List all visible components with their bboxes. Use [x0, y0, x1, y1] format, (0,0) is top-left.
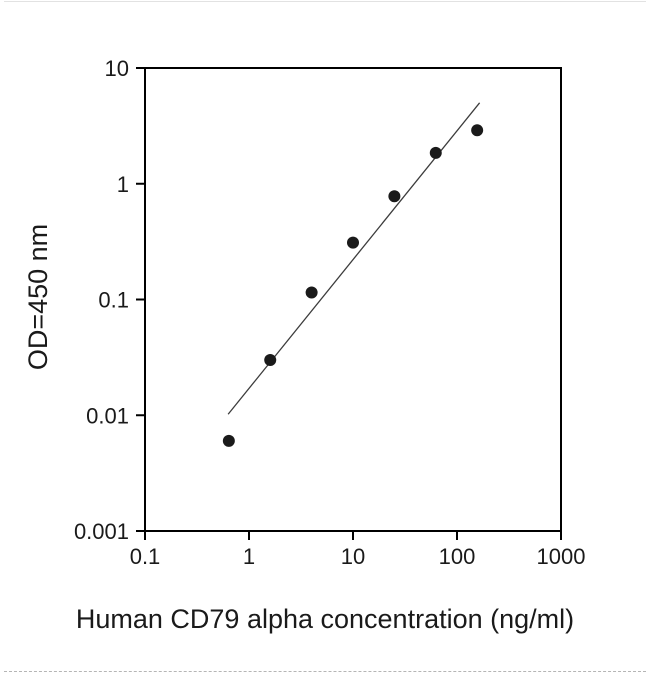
data-point [264, 354, 277, 367]
x-tick-label: 100 [439, 544, 476, 569]
fit-line [227, 102, 481, 415]
x-tick-label: 1 [243, 544, 255, 569]
data-point [471, 124, 484, 137]
data-point [388, 190, 401, 203]
y-tick-label: 10 [105, 56, 129, 81]
x-tick-label: 0.1 [130, 544, 161, 569]
y-axis-title: OD=450 nm [23, 223, 53, 371]
data-point [222, 434, 235, 447]
y-tick-label: 0.001 [74, 519, 129, 544]
x-tick-label: 1000 [537, 544, 586, 569]
y-tick-label: 0.01 [86, 403, 129, 428]
data-point [429, 146, 442, 159]
data-point [305, 286, 318, 299]
y-tick-label: 1 [117, 172, 129, 197]
y-tick-label: 0.1 [98, 288, 129, 313]
x-tick-label: 10 [341, 544, 365, 569]
x-axis-title: Human CD79 alpha concentration (ng/ml) [75, 604, 575, 634]
plot-frame [144, 67, 562, 532]
image-top-border [4, 1, 646, 2]
data-point [347, 236, 359, 249]
image-bottom-border [4, 671, 646, 672]
